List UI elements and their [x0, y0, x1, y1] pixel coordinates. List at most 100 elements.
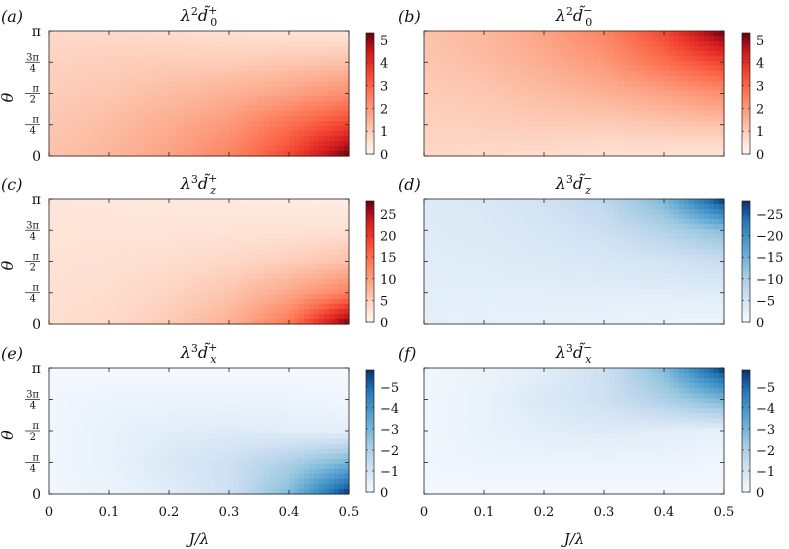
heatmap-cell: [259, 244, 265, 250]
heatmap-cell: [504, 141, 510, 147]
heatmap-cell: [109, 309, 115, 315]
heatmap-cell: [644, 91, 650, 97]
heatmap-cell: [229, 101, 235, 107]
heatmap-cell: [324, 239, 330, 245]
heatmap-cell: [84, 209, 90, 215]
heatmap-cell: [439, 86, 445, 92]
heatmap-cell: [689, 56, 695, 62]
heatmap-cell: [674, 41, 680, 47]
heatmap-cell: [199, 209, 205, 215]
heatmap-cell: [244, 131, 250, 137]
heatmap-cell: [209, 41, 215, 47]
heatmap-cell: [254, 264, 260, 270]
heatmap-cell: [99, 204, 105, 210]
heatmap-cell: [249, 274, 255, 280]
heatmap-cell: [204, 51, 210, 57]
heatmap-cell: [669, 116, 675, 122]
heatmap-cell: [209, 229, 215, 235]
heatmap-cell: [589, 126, 595, 132]
heatmap-cell: [99, 239, 105, 245]
heatmap-cell: [179, 264, 185, 270]
heatmap-cell: [339, 274, 345, 280]
heatmap-cell: [314, 116, 320, 122]
heatmap-cell: [489, 121, 495, 127]
heatmap-cell: [69, 314, 75, 320]
heatmap-cell: [719, 56, 725, 62]
heatmap-cell: [254, 294, 260, 300]
heatmap-cell: [279, 106, 285, 112]
heatmap-cell: [494, 76, 500, 82]
heatmap-cell: [444, 126, 450, 132]
heatmap-cell: [539, 121, 545, 127]
heatmap-cell: [489, 219, 495, 225]
heatmap-cell: [524, 141, 530, 147]
heatmap-cell: [114, 131, 120, 137]
heatmap-cell: [684, 131, 690, 137]
heatmap-cell: [314, 289, 320, 295]
heatmap-cell: [539, 46, 545, 52]
heatmap-cell: [164, 146, 170, 152]
heatmap-cell: [494, 141, 500, 147]
heatmap-cell: [109, 81, 115, 87]
heatmap-cell: [319, 151, 325, 157]
heatmap-cell: [189, 224, 195, 230]
heatmap-cell: [224, 86, 230, 92]
heatmap-cell: [679, 136, 685, 142]
heatmap-cell: [224, 66, 230, 72]
heatmap-cell: [259, 71, 265, 77]
heatmap-cell: [64, 294, 70, 300]
heatmap-cell: [489, 131, 495, 137]
heatmap-cell: [249, 36, 255, 42]
heatmap-cell: [269, 284, 275, 290]
heatmap-cell: [49, 136, 55, 142]
heatmap-cell: [654, 121, 660, 127]
heatmap-cell: [329, 141, 335, 147]
heatmap-cell: [579, 101, 585, 107]
heatmap-cell: [309, 214, 315, 220]
heatmap-cell: [479, 36, 485, 42]
heatmap-cell: [599, 51, 605, 57]
heatmap-cell: [479, 46, 485, 52]
heatmap-cell: [564, 136, 570, 142]
heatmap-cell: [324, 289, 330, 295]
heatmap-cell: [119, 269, 125, 275]
heatmap-cell: [144, 76, 150, 82]
heatmap-cell: [254, 209, 260, 215]
heatmap-cell: [74, 279, 80, 285]
heatmap-cell: [544, 136, 550, 142]
heatmap-cell: [239, 71, 245, 77]
heatmap-cell: [179, 204, 185, 210]
heatmap-cell: [274, 106, 280, 112]
heatmap-cell: [459, 46, 465, 52]
heatmap-cell: [644, 96, 650, 102]
heatmap-cell: [619, 46, 625, 52]
heatmap-cell: [314, 309, 320, 315]
heatmap-cell: [274, 66, 280, 72]
heatmap-cell: [189, 249, 195, 255]
heatmap-cell: [489, 106, 495, 112]
heatmap-cell: [519, 71, 525, 77]
heatmap-cell: [249, 111, 255, 117]
heatmap-cell: [344, 289, 350, 295]
heatmap-cell: [239, 31, 245, 37]
heatmap-cell: [344, 299, 350, 305]
heatmap-cell: [434, 46, 440, 52]
heatmap-cell: [489, 71, 495, 77]
heatmap-cell: [614, 121, 620, 127]
heatmap-cell: [319, 51, 325, 57]
heatmap-cell: [159, 269, 165, 275]
heatmap-cell: [579, 81, 585, 87]
heatmap-cell: [564, 111, 570, 117]
heatmap-cell: [314, 146, 320, 152]
heatmap-cell: [274, 274, 280, 280]
heatmap-cell: [514, 121, 520, 127]
heatmap-cell: [194, 61, 200, 67]
heatmap-cell: [124, 36, 130, 42]
heatmap-cell: [229, 41, 235, 47]
heatmap-cell: [564, 204, 570, 210]
heatmap-cell: [704, 141, 710, 147]
heatmap-cell: [594, 81, 600, 87]
heatmap-cell: [64, 249, 70, 255]
heatmap-cell: [509, 121, 515, 127]
heatmap-cell: [279, 239, 285, 245]
